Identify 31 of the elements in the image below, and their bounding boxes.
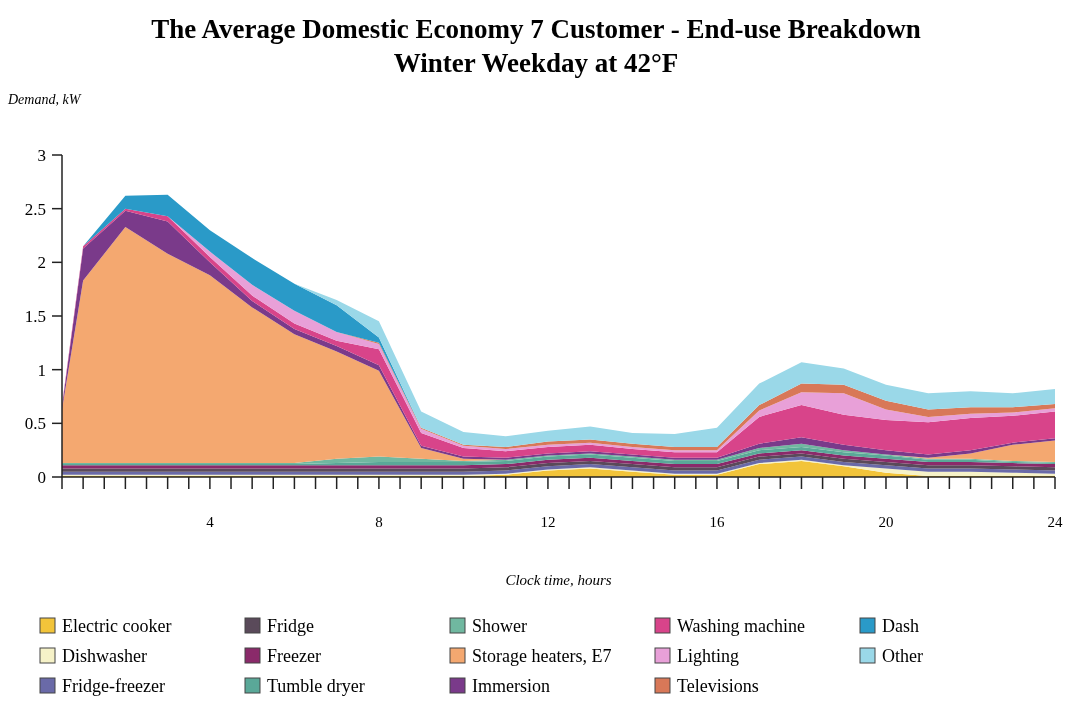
legend-label: Freezer (267, 646, 321, 666)
y-tick-label: 3 (37, 146, 46, 165)
legend-label: Other (882, 646, 923, 666)
chart-title: The Average Domestic Economy 7 Customer - End-use Breakdown (151, 14, 921, 44)
x-tick-label: 4 (206, 514, 215, 530)
x-tick-label: 8 (375, 514, 383, 530)
legend-label: Shower (472, 616, 527, 636)
y-tick-label: 2 (37, 253, 46, 273)
legend-label: Electric cooker (62, 616, 172, 636)
legend-label: Fridge (267, 616, 315, 636)
y-tick-label: 2.5 (24, 199, 46, 219)
y-tick-label: 0 (37, 468, 46, 487)
legend-label: Fridge-freezer (62, 676, 165, 696)
y-tick-label: 1 (37, 360, 46, 380)
y-tick-label: 1.5 (24, 307, 46, 326)
legend-label: Tumble dryer (267, 676, 365, 696)
x-tick-label: 12 (540, 514, 556, 530)
legend-label: Dishwasher (62, 646, 147, 666)
y-axis-title: Demand, kW (7, 92, 82, 107)
x-tick-label: 20 (878, 514, 894, 530)
legend-label: Dash (882, 616, 919, 636)
legend-label: Washing machine (677, 616, 806, 636)
x-tick-label: 16 (709, 514, 725, 530)
chart-subtitle: Winter Weekday at 42°F (393, 48, 679, 78)
y-tick-label: 0.5 (24, 414, 46, 434)
legend-label: Televisions (677, 676, 759, 696)
legend-label: Immersion (472, 676, 550, 696)
legend-label: Storage heaters, E7 (472, 646, 612, 666)
legend-label: Lighting (677, 646, 739, 666)
x-tick-label: 24 (1047, 514, 1063, 530)
x-axis-title: Clock time, hours (505, 572, 612, 588)
